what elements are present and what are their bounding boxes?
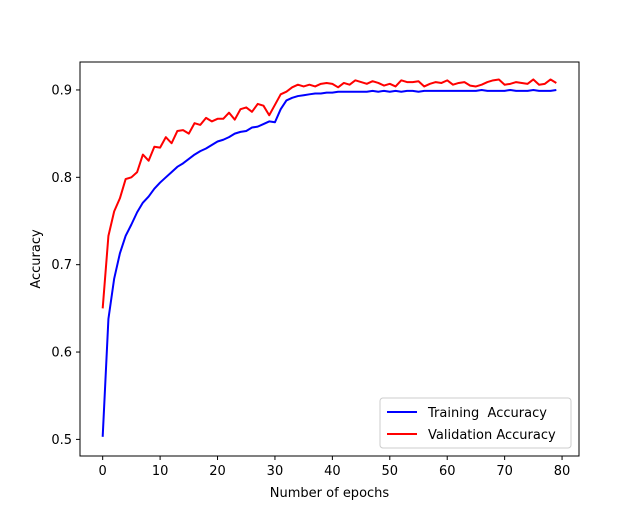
y-tick-label: 0.8	[51, 171, 72, 186]
x-tick-label: 30	[267, 464, 284, 479]
x-tick-label: 40	[324, 464, 341, 479]
x-tick-label: 0	[99, 464, 107, 479]
legend-label-validation: Validation Accuracy	[428, 428, 556, 443]
x-tick-label: 80	[554, 464, 571, 479]
plot-frame	[79, 61, 580, 457]
y-tick-label: 0.7	[51, 258, 72, 273]
x-tick-label: 60	[439, 464, 456, 479]
legend-label-training: Training Accuracy	[427, 406, 547, 421]
x-axis-title: Number of epochs	[270, 486, 390, 501]
x-tick-label: 70	[496, 464, 513, 479]
series-line-training	[101, 88, 557, 437]
series-layer	[101, 78, 557, 437]
y-ticks: 0.5 0.6 0.7 0.8 0.9	[51, 83, 80, 448]
x-tick-label: 50	[382, 464, 399, 479]
series-line-validation	[101, 78, 557, 309]
x-ticks: 0 10 20 30 40 50 60 70 80	[99, 456, 571, 479]
x-tick-label: 20	[209, 464, 226, 479]
legend: Training Accuracy Validation Accuracy	[379, 397, 572, 449]
x-tick-label: 10	[152, 464, 169, 479]
y-tick-label: 0.5	[51, 433, 72, 448]
y-tick-label: 0.9	[51, 83, 72, 98]
y-tick-label: 0.6	[51, 346, 72, 361]
y-axis-title: Accuracy	[29, 229, 44, 289]
legend-box	[379, 397, 572, 449]
plot-area	[80, 62, 579, 456]
